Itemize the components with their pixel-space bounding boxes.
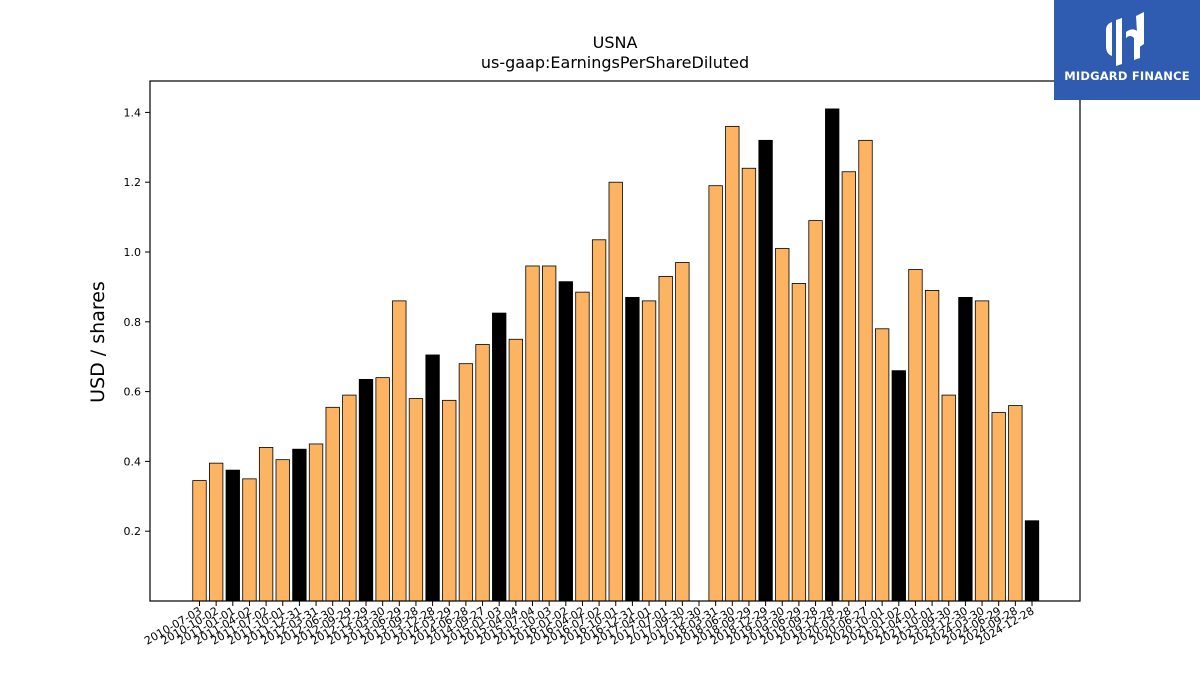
midgard-finance-logo: MIDGARD FINANCE — [1054, 0, 1200, 100]
bar — [791, 283, 807, 602]
bar — [258, 447, 274, 602]
bar — [375, 377, 390, 602]
y-axis-label: USD / shares — [87, 281, 109, 403]
bar — [708, 185, 723, 602]
bar — [825, 108, 840, 602]
logo-text: MIDGARD FINANCE — [1064, 69, 1190, 83]
bar — [458, 363, 474, 602]
bar — [1008, 405, 1023, 602]
bar — [758, 139, 773, 602]
bar — [675, 262, 690, 602]
bar — [625, 296, 640, 602]
bar — [908, 269, 923, 602]
bar — [641, 300, 657, 602]
bar — [924, 289, 940, 602]
bar — [558, 281, 573, 602]
bar — [958, 296, 973, 602]
bar — [358, 378, 374, 602]
y-tick-label: 0.6 — [124, 386, 142, 399]
midgard-logo-icon — [1106, 12, 1144, 66]
bar — [991, 412, 1006, 602]
bar — [542, 265, 557, 602]
bar — [208, 462, 224, 602]
bar — [525, 265, 540, 602]
bar — [475, 344, 490, 602]
bar — [891, 370, 906, 602]
bar — [192, 480, 207, 602]
plot-frame — [149, 80, 1081, 602]
y-tick-label: 1.2 — [124, 176, 142, 189]
bar — [858, 139, 873, 602]
chart-subtitle: us-gaap:EarningsPerShareDiluted — [481, 53, 749, 72]
bar — [442, 399, 457, 602]
y-tick-label: 0.8 — [124, 316, 142, 329]
bar — [242, 478, 257, 602]
bar — [408, 398, 424, 602]
bar — [575, 291, 590, 602]
bar — [342, 394, 357, 602]
bar — [275, 459, 290, 602]
y-tick-label: 1.0 — [124, 246, 142, 259]
y-tick-label: 1.4 — [124, 106, 142, 119]
y-tick-label: 0.4 — [124, 455, 142, 468]
y-ticks-group: 0.2 0.4 0.6 0.8 1.0 1.2 1.4 — [124, 106, 150, 538]
bar — [392, 300, 407, 602]
bar — [308, 443, 324, 602]
bar — [841, 171, 856, 602]
x-ticks-group: 2010-07-032010-10-022011-01-012011-04-02… — [142, 601, 1037, 648]
bar — [875, 328, 890, 602]
bar — [741, 167, 757, 602]
bar — [591, 239, 607, 602]
bar — [1024, 520, 1040, 602]
bar — [974, 300, 990, 602]
bar — [292, 448, 307, 602]
bar — [775, 248, 790, 602]
bar — [425, 354, 440, 602]
y-tick-label: 0.2 — [124, 525, 142, 538]
bar — [508, 338, 524, 602]
chart-title: USNA — [593, 33, 638, 52]
bar — [492, 312, 507, 602]
bar — [725, 125, 740, 602]
bar — [808, 220, 823, 602]
bar — [658, 276, 673, 602]
bars-group — [192, 108, 1040, 602]
bar — [941, 394, 956, 602]
bar — [608, 181, 623, 602]
bar — [325, 406, 340, 602]
bar — [225, 469, 240, 602]
